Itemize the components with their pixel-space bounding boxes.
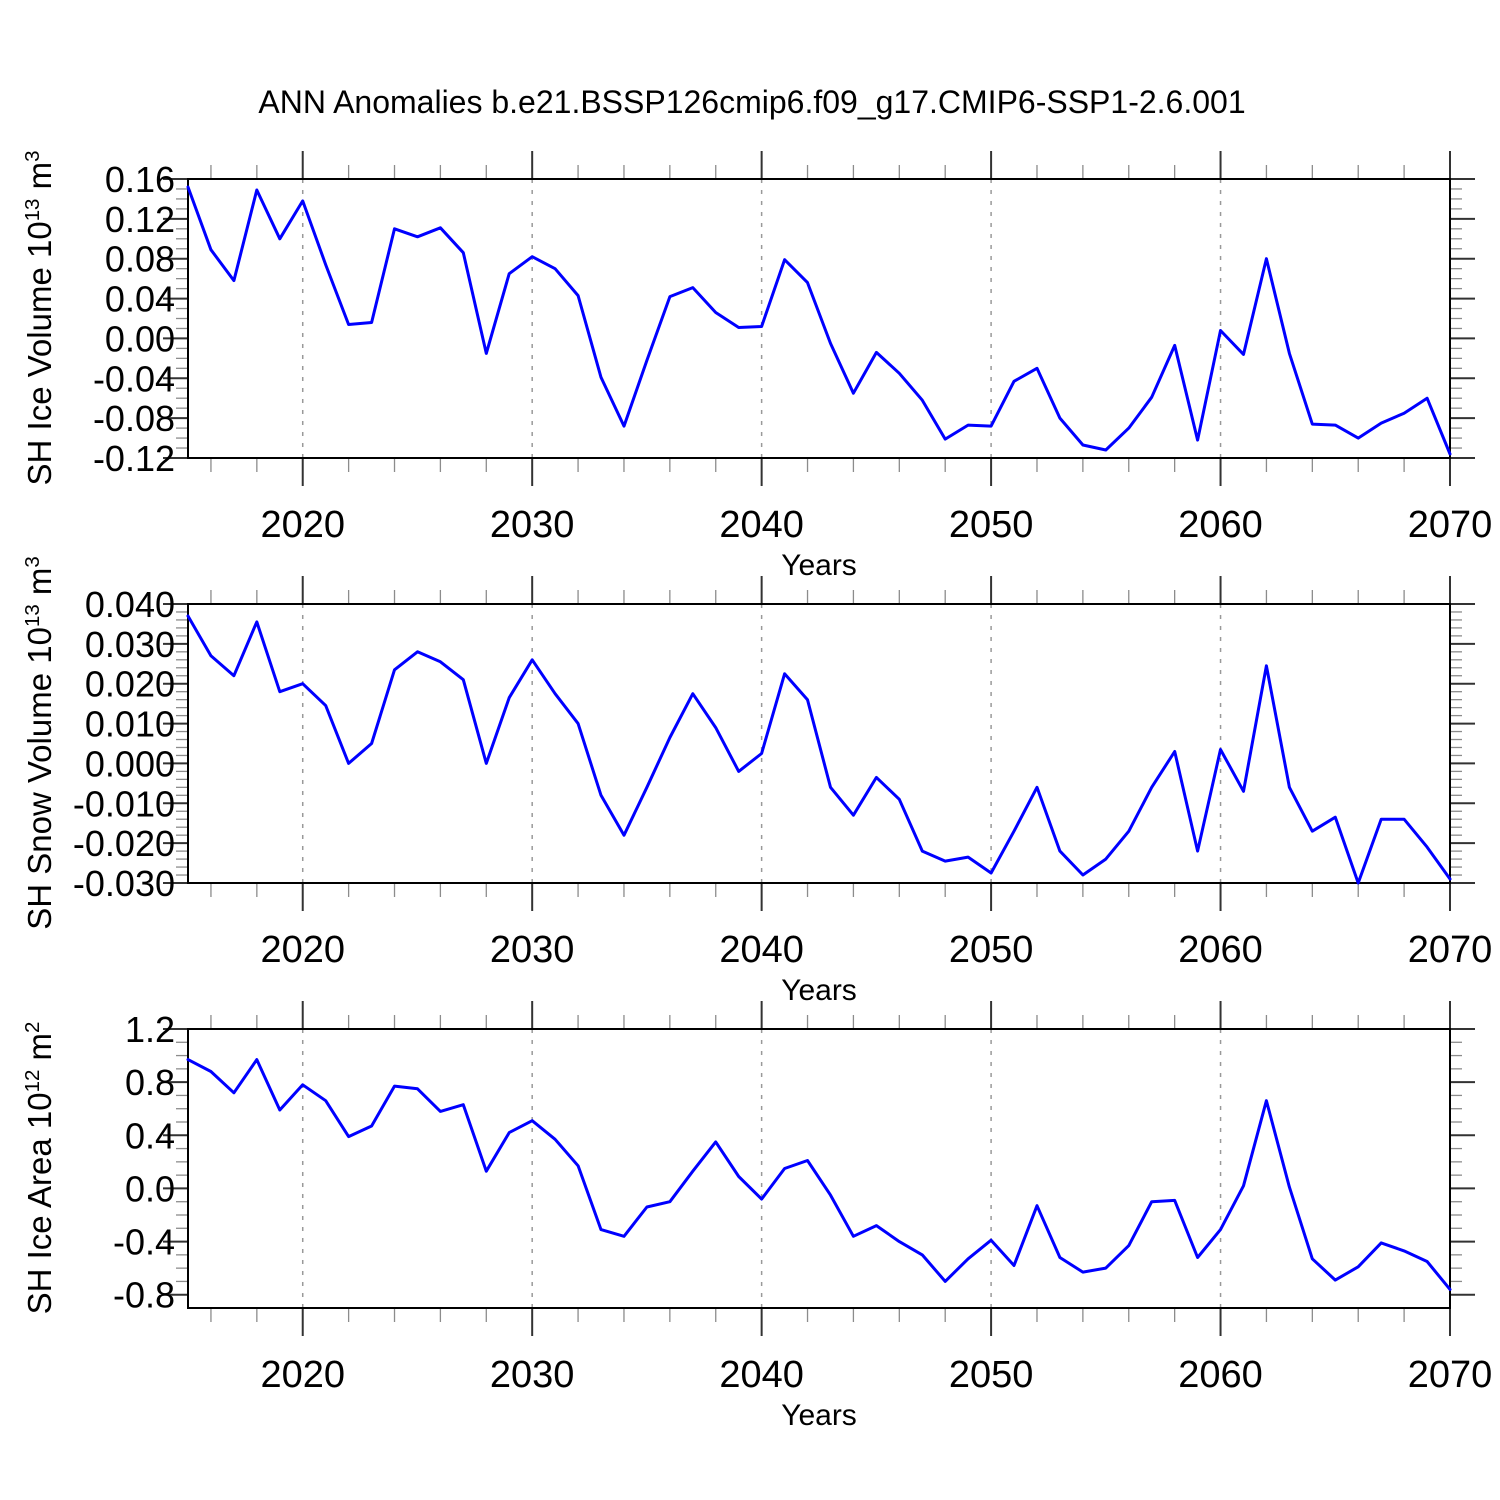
y-tick-label: -0.04 xyxy=(93,358,175,399)
y-tick-label: 0.040 xyxy=(85,584,175,625)
y-axis-title-text: SH Snow Volume xyxy=(21,672,58,930)
y-tick-label: 0.04 xyxy=(105,279,175,320)
data-line-bottom xyxy=(186,1058,1452,1291)
x-tick-label: 2040 xyxy=(719,929,804,971)
x-tick-label: 2040 xyxy=(719,504,804,546)
y-tick-label: 1.2 xyxy=(125,1009,175,1050)
x-tick-label: 2040 xyxy=(719,1354,804,1396)
y-axis-title-text: SH Ice Volume xyxy=(21,267,58,486)
y-tick-label: 0.030 xyxy=(85,624,175,665)
x-tick-label: 2020 xyxy=(260,929,345,971)
x-axis-title-years-panel1: Years xyxy=(781,549,857,582)
x-tick-label: 2030 xyxy=(490,1354,575,1396)
x-tick-label: 2020 xyxy=(260,504,345,546)
y-axis-title-text: SH Ice Area xyxy=(21,1138,58,1315)
y-tick-label: -0.010 xyxy=(73,783,175,824)
x-tick-label: 2060 xyxy=(1178,929,1263,971)
y-tick-label: 0.0 xyxy=(125,1168,175,1209)
x-tick-label: 2050 xyxy=(949,929,1034,971)
y-tick-label: 0.010 xyxy=(85,704,175,745)
y-tick-label: -0.020 xyxy=(73,823,175,864)
y-axis-title-sh-ice-volume: SH Ice Volume 1013 m3 xyxy=(21,150,58,486)
x-tick-label: 2050 xyxy=(949,1354,1034,1396)
y-tick-label: 0.08 xyxy=(105,239,175,280)
x-tick-label: 2030 xyxy=(490,929,575,971)
panel-frame xyxy=(187,1028,1451,1309)
panel-frame xyxy=(187,178,1451,459)
y-tick-label: 0.020 xyxy=(85,664,175,705)
x-tick-label: 2060 xyxy=(1178,504,1263,546)
y-tick-label: 0.4 xyxy=(125,1115,175,1156)
x-tick-label: 2070 xyxy=(1408,1354,1493,1396)
y-axis-title-sh-ice-area: SH Ice Area 1012 m2 xyxy=(21,1021,58,1315)
x-tick-label: 2030 xyxy=(490,504,575,546)
x-tick-label: 2070 xyxy=(1408,504,1493,546)
panel-frame xyxy=(187,603,1451,884)
x-tick-label: 2050 xyxy=(949,504,1034,546)
figure-title: ANN Anomalies b.e21.BSSP126cmip6.f09_g17… xyxy=(258,84,1246,120)
x-tick-label: 2070 xyxy=(1408,929,1493,971)
y-tick-label: -0.8 xyxy=(113,1275,175,1316)
y-tick-label: -0.08 xyxy=(93,398,175,439)
y-tick-label: 0.16 xyxy=(105,159,175,200)
y-tick-label: 0.8 xyxy=(125,1062,175,1103)
x-axis-title-years-panel3: Years xyxy=(781,1399,857,1432)
y-tick-label: 0.00 xyxy=(105,318,175,359)
y-axis-title-sh-snow-volume: SH Snow Volume 1013 m3 xyxy=(21,556,58,930)
y-tick-label: -0.030 xyxy=(73,863,175,904)
y-tick-label: 0.000 xyxy=(85,743,175,784)
x-tick-label: 2060 xyxy=(1178,1354,1263,1396)
data-line-middle xyxy=(186,614,1452,885)
data-line-top xyxy=(186,185,1452,456)
x-axis-title-years-panel2: Years xyxy=(781,974,857,1007)
y-tick-label: -0.4 xyxy=(113,1222,175,1263)
y-tick-label: -0.12 xyxy=(93,438,175,479)
x-tick-label: 2020 xyxy=(260,1354,345,1396)
y-tick-label: 0.12 xyxy=(105,199,175,240)
